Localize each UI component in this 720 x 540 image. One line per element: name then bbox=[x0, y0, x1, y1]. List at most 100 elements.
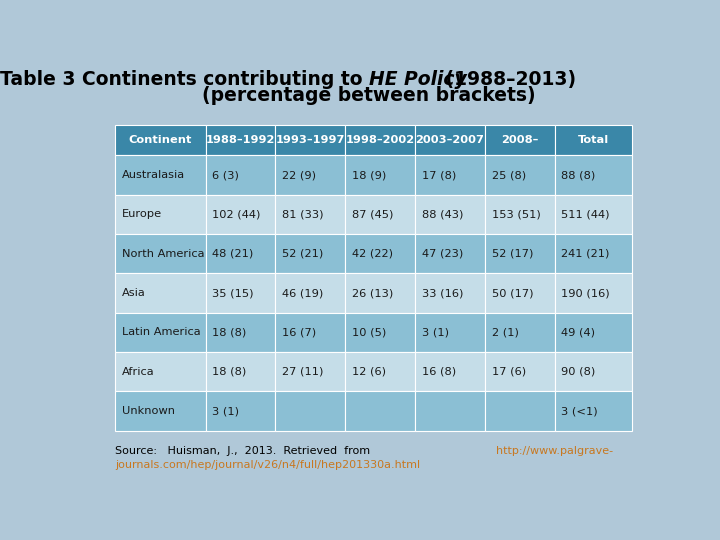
Bar bbox=[346, 273, 415, 313]
Bar bbox=[485, 125, 555, 156]
Text: 42 (22): 42 (22) bbox=[352, 249, 393, 259]
Bar bbox=[115, 195, 206, 234]
Text: Latin America: Latin America bbox=[122, 327, 200, 338]
Text: Table 3 Continents contributing to: Table 3 Continents contributing to bbox=[0, 70, 369, 89]
Bar bbox=[346, 392, 415, 431]
Bar bbox=[206, 313, 276, 352]
Text: Unknown: Unknown bbox=[122, 406, 175, 416]
Text: 241 (21): 241 (21) bbox=[562, 249, 610, 259]
Bar bbox=[415, 313, 485, 352]
Text: 511 (44): 511 (44) bbox=[562, 210, 610, 219]
Bar bbox=[276, 352, 346, 392]
Bar bbox=[115, 273, 206, 313]
Text: 52 (17): 52 (17) bbox=[492, 249, 533, 259]
Text: 1988–1992: 1988–1992 bbox=[206, 135, 275, 145]
Bar bbox=[115, 313, 206, 352]
Bar bbox=[206, 156, 276, 195]
Text: 153 (51): 153 (51) bbox=[492, 210, 541, 219]
Text: Australasia: Australasia bbox=[122, 170, 185, 180]
Text: 35 (15): 35 (15) bbox=[212, 288, 254, 298]
Bar bbox=[206, 234, 276, 273]
Text: 49 (4): 49 (4) bbox=[562, 327, 595, 338]
Text: 2008–: 2008– bbox=[501, 135, 539, 145]
Bar bbox=[346, 156, 415, 195]
Bar bbox=[415, 156, 485, 195]
Text: 2003–2007: 2003–2007 bbox=[415, 135, 485, 145]
Bar bbox=[485, 234, 555, 273]
Text: 190 (16): 190 (16) bbox=[562, 288, 610, 298]
Bar bbox=[115, 234, 206, 273]
Bar bbox=[206, 273, 276, 313]
Bar bbox=[346, 125, 415, 156]
Bar bbox=[555, 234, 632, 273]
Bar bbox=[276, 195, 346, 234]
Bar bbox=[276, 125, 346, 156]
Bar bbox=[555, 273, 632, 313]
Text: 102 (44): 102 (44) bbox=[212, 210, 261, 219]
Text: 47 (23): 47 (23) bbox=[422, 249, 463, 259]
Bar bbox=[276, 234, 346, 273]
Bar bbox=[485, 313, 555, 352]
Text: 18 (9): 18 (9) bbox=[352, 170, 386, 180]
Text: 46 (19): 46 (19) bbox=[282, 288, 323, 298]
Text: Source:   Huisman,  J.,  2013.  Retrieved  from: Source: Huisman, J., 2013. Retrieved fro… bbox=[115, 446, 377, 456]
Bar bbox=[115, 156, 206, 195]
Bar bbox=[276, 392, 346, 431]
Bar bbox=[115, 352, 206, 392]
Text: 25 (8): 25 (8) bbox=[492, 170, 526, 180]
Bar bbox=[415, 392, 485, 431]
Bar bbox=[206, 125, 276, 156]
Text: 3 (1): 3 (1) bbox=[212, 406, 239, 416]
Bar bbox=[206, 392, 276, 431]
Text: 3 (1): 3 (1) bbox=[422, 327, 449, 338]
Text: (1988–2013): (1988–2013) bbox=[438, 70, 576, 89]
Bar bbox=[555, 156, 632, 195]
Bar bbox=[346, 313, 415, 352]
Bar bbox=[555, 125, 632, 156]
Bar bbox=[415, 234, 485, 273]
Text: Continent: Continent bbox=[129, 135, 192, 145]
Text: 50 (17): 50 (17) bbox=[492, 288, 533, 298]
Text: 17 (6): 17 (6) bbox=[492, 367, 526, 377]
Text: Europe: Europe bbox=[122, 210, 162, 219]
Text: 17 (8): 17 (8) bbox=[422, 170, 456, 180]
Bar bbox=[276, 313, 346, 352]
Text: 88 (8): 88 (8) bbox=[562, 170, 595, 180]
Bar bbox=[415, 125, 485, 156]
Text: Total: Total bbox=[578, 135, 609, 145]
Text: 2 (1): 2 (1) bbox=[492, 327, 518, 338]
Bar bbox=[485, 273, 555, 313]
Text: 52 (21): 52 (21) bbox=[282, 249, 323, 259]
Bar bbox=[115, 392, 206, 431]
Bar bbox=[555, 392, 632, 431]
Bar bbox=[346, 352, 415, 392]
Text: 12 (6): 12 (6) bbox=[352, 367, 386, 377]
Bar bbox=[415, 195, 485, 234]
Bar bbox=[115, 125, 206, 156]
Text: 16 (7): 16 (7) bbox=[282, 327, 316, 338]
Text: 81 (33): 81 (33) bbox=[282, 210, 324, 219]
Text: 88 (43): 88 (43) bbox=[422, 210, 463, 219]
Text: 10 (5): 10 (5) bbox=[352, 327, 386, 338]
Text: 26 (13): 26 (13) bbox=[352, 288, 393, 298]
Text: 33 (16): 33 (16) bbox=[422, 288, 463, 298]
Text: 18 (8): 18 (8) bbox=[212, 327, 246, 338]
Text: 3 (<1): 3 (<1) bbox=[562, 406, 598, 416]
Bar bbox=[206, 352, 276, 392]
Bar bbox=[346, 195, 415, 234]
Bar bbox=[485, 195, 555, 234]
Bar bbox=[485, 352, 555, 392]
Text: 27 (11): 27 (11) bbox=[282, 367, 323, 377]
Text: 6 (3): 6 (3) bbox=[212, 170, 239, 180]
Text: Asia: Asia bbox=[122, 288, 145, 298]
Bar bbox=[346, 234, 415, 273]
Bar bbox=[555, 313, 632, 352]
Text: North America: North America bbox=[122, 249, 204, 259]
Bar bbox=[206, 195, 276, 234]
Bar bbox=[276, 156, 346, 195]
Bar bbox=[415, 273, 485, 313]
Text: 87 (45): 87 (45) bbox=[352, 210, 393, 219]
Text: (percentage between brackets): (percentage between brackets) bbox=[202, 86, 536, 105]
Text: 18 (8): 18 (8) bbox=[212, 367, 246, 377]
Text: 48 (21): 48 (21) bbox=[212, 249, 253, 259]
